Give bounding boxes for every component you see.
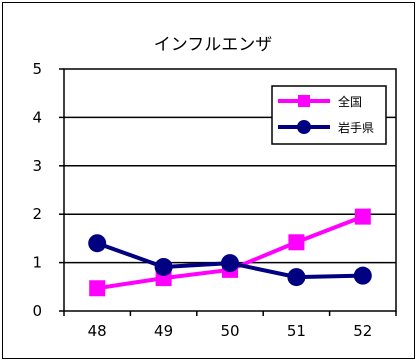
legend-marker-iwate (297, 120, 311, 134)
y-axis-ticks: 0 1 2 3 4 5 (32, 60, 64, 320)
legend: 全国 岩手県 (271, 85, 387, 145)
x-tick-label: 49 (154, 322, 173, 340)
legend-label-national: 全国 (338, 94, 362, 109)
data-point (353, 266, 372, 285)
data-point (88, 234, 107, 253)
x-tick-label: 50 (220, 322, 239, 340)
y-tick-label: 5 (32, 60, 42, 78)
x-tick-label: 48 (88, 322, 107, 340)
legend-label-iwate: 岩手県 (338, 120, 374, 135)
chart-title: インフルエンザ (154, 35, 273, 55)
data-point (287, 268, 306, 287)
legend-marker-national (298, 95, 310, 107)
y-tick-label: 1 (32, 254, 42, 272)
y-tick-label: 3 (32, 157, 42, 175)
data-point (354, 208, 371, 225)
legend-box (271, 85, 387, 145)
y-tick-label: 4 (32, 108, 42, 126)
x-axis-ticks: 48 49 50 51 52 (63, 311, 397, 340)
data-point (89, 280, 106, 297)
data-point (154, 257, 173, 276)
data-point (221, 254, 239, 273)
x-tick-label: 52 (353, 322, 372, 340)
y-tick-label: 0 (32, 302, 42, 320)
x-tick-label: 51 (287, 322, 306, 340)
y-tick-label: 2 (32, 205, 42, 223)
data-point (288, 234, 305, 251)
series-group (88, 208, 372, 297)
